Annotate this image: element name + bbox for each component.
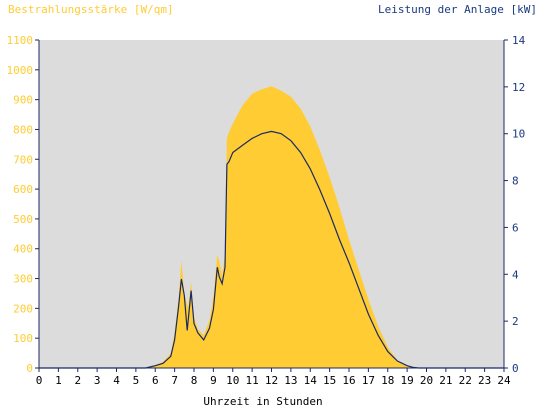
left-tick-label: 200	[13, 302, 33, 315]
x-axis-title: Uhrzeit in Stunden	[203, 395, 322, 408]
x-tick-label: 21	[439, 374, 452, 387]
x-tick-label: 12	[265, 374, 278, 387]
x-tick-label: 17	[362, 374, 375, 387]
right-tick-label: 8	[512, 175, 519, 188]
left-tick-label: 400	[13, 243, 33, 256]
right-tick-label: 6	[512, 221, 519, 234]
x-tick-label: 23	[478, 374, 491, 387]
x-tick-label: 11	[246, 374, 259, 387]
right-tick-label: 14	[512, 34, 526, 47]
irradiance-area	[39, 86, 504, 368]
left-tick-label: 900	[13, 94, 33, 107]
left-tick-label: 1100	[7, 34, 34, 47]
right-tick-label: 10	[512, 128, 525, 141]
left-tick-label: 500	[13, 213, 33, 226]
x-tick-label: 15	[323, 374, 336, 387]
x-tick-label: 1	[55, 374, 62, 387]
x-tick-label: 10	[226, 374, 239, 387]
left-tick-label: 1000	[7, 64, 34, 77]
x-tick-label: 8	[191, 374, 198, 387]
x-tick-label: 16	[342, 374, 355, 387]
x-tick-label: 2	[74, 374, 81, 387]
x-tick-label: 7	[171, 374, 178, 387]
series-layer	[39, 86, 504, 369]
x-tick-label: 3	[94, 374, 101, 387]
left-tick-label: 300	[13, 273, 33, 286]
x-tick-label: 13	[284, 374, 297, 387]
x-tick-label: 4	[113, 374, 120, 387]
left-tick-label: 0	[26, 362, 33, 375]
right-tick-label: 0	[512, 362, 519, 375]
x-tick-label: 18	[381, 374, 394, 387]
left-tick-label: 800	[13, 123, 33, 136]
left-tick-label: 100	[13, 332, 33, 345]
x-tick-label: 0	[36, 374, 43, 387]
x-tick-label: 6	[152, 374, 159, 387]
x-tick-label: 9	[210, 374, 217, 387]
x-tick-label: 24	[497, 374, 511, 387]
left-tick-label: 700	[13, 153, 33, 166]
x-tick-label: 22	[459, 374, 472, 387]
right-axis-title: Leistung der Anlage [kW]	[378, 3, 537, 16]
right-tick-label: 2	[512, 315, 519, 328]
x-tick-label: 14	[304, 374, 318, 387]
x-tick-label: 5	[133, 374, 140, 387]
x-tick-label: 20	[420, 374, 433, 387]
axes-layer: 0 1 2 3 4 5 6 7 8 9 10 11 12 13 14 15 16 17 18 19 20 21 22 23 24…	[7, 34, 526, 387]
x-tick-label: 19	[401, 374, 414, 387]
right-tick-label: 12	[512, 81, 525, 94]
power-line	[39, 130, 504, 369]
right-tick-label: 4	[512, 268, 519, 281]
left-axis-title: Bestrahlungsstärke [W/qm]	[8, 3, 174, 16]
left-tick-label: 600	[13, 183, 33, 196]
